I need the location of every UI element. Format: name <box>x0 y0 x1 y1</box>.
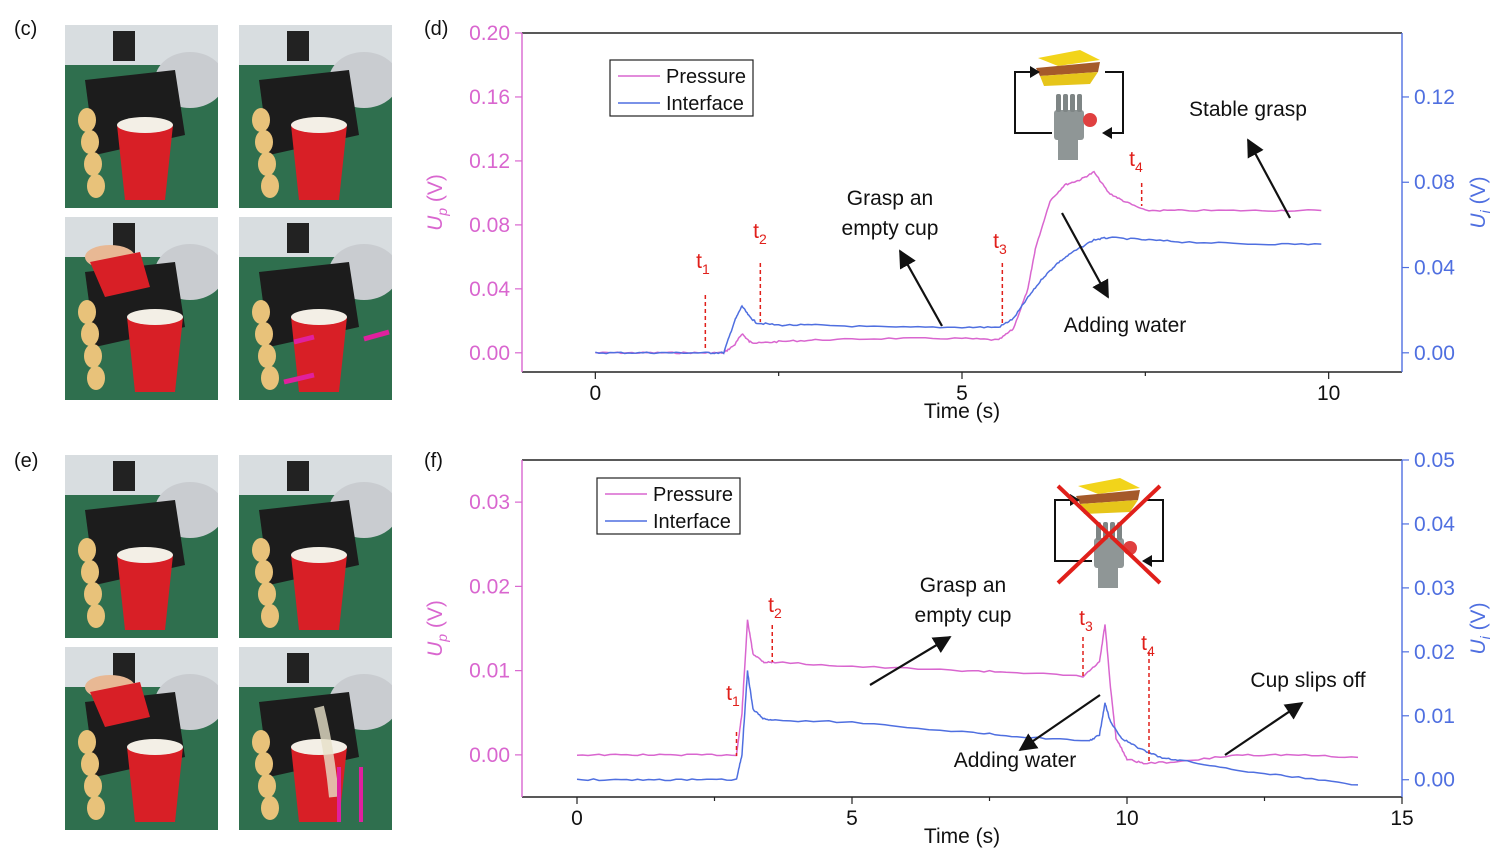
series-pressure-line <box>576 619 1359 765</box>
feedback-loop-icon <box>1014 50 1124 160</box>
y-right-tick-label: 0.03 <box>1414 577 1455 600</box>
y-left-tick-label: 0.03 <box>469 491 510 514</box>
broken-feedback-loop-icon <box>1054 478 1164 588</box>
annotation-arrow <box>869 636 952 686</box>
annotation-text: Adding water <box>954 749 1077 772</box>
photo-e-robot-hand-slip-photo <box>239 647 392 830</box>
y-left-tick-label: 0.04 <box>469 278 510 301</box>
y-right-tick-label: 0.01 <box>1414 705 1455 728</box>
legend-box <box>609 59 754 117</box>
x-tick-label: 15 <box>1390 807 1413 830</box>
series-pressure-line <box>595 170 1322 355</box>
photo-c-robot-hand-cup-photo <box>65 25 218 208</box>
legend-label-pressure: Pressure <box>666 66 746 88</box>
y-axis-right-label: Ui (V) <box>1467 176 1493 228</box>
annotation-arrow <box>1061 212 1109 299</box>
annotation-text: Adding water <box>1064 314 1187 337</box>
event-label-t2: t2 <box>753 220 767 247</box>
y-right-tick-label: 0.04 <box>1414 257 1455 280</box>
event-label-t4: t4 <box>1129 148 1143 175</box>
annotation-text: empty cup <box>915 604 1012 627</box>
panel-label-d: (d) <box>424 18 449 40</box>
x-axis-label: Time (s) <box>924 400 1000 423</box>
panel-label-f: (f) <box>424 450 443 472</box>
x-tick-label: 10 <box>1317 382 1340 405</box>
event-label-t1: t1 <box>726 682 740 709</box>
photo-c-robot-hand-grasp-photo <box>239 25 392 208</box>
y-right-tick-label: 0.05 <box>1414 449 1455 472</box>
panel-label-e: (e) <box>14 450 39 472</box>
legend-label-interface: Interface <box>653 511 731 533</box>
annotation-text: Cup slips off <box>1250 669 1365 692</box>
x-axis-label: Time (s) <box>924 825 1000 848</box>
y-left-tick-label: 0.16 <box>469 86 510 109</box>
event-label-t3: t3 <box>1079 607 1093 634</box>
annotation-arrow <box>1018 694 1101 752</box>
chart-f: 0 5 10 15 Time (s) 0.00 0.01 0.02 0.03 0.00 0.01 0.… <box>424 449 1493 848</box>
legend-label-interface: Interface <box>666 93 744 115</box>
annotation-text: empty cup <box>842 217 939 240</box>
annotation-text: Grasp an <box>847 187 933 210</box>
annotation-arrow <box>899 249 943 327</box>
x-tick-label: 0 <box>589 382 601 405</box>
x-tick-label: 5 <box>846 807 858 830</box>
series-interface-line <box>595 236 1322 355</box>
legend-box <box>596 477 741 535</box>
y-left-tick-label: 0.00 <box>469 342 510 365</box>
y-right-tick-label: 0.04 <box>1414 513 1455 536</box>
legend-label-pressure: Pressure <box>653 484 733 506</box>
y-axis-left-label: Up (V) <box>424 600 450 657</box>
photo-e-robot-hand-cup-photo <box>65 455 218 638</box>
y-left-tick-label: 0.12 <box>469 150 510 173</box>
annotation-text: Stable grasp <box>1189 98 1307 121</box>
photo-e-robot-hand-pour-photo <box>65 647 218 830</box>
event-label-t1: t1 <box>696 250 710 277</box>
y-right-tick-label: 0.12 <box>1414 86 1455 109</box>
y-right-tick-label: 0.02 <box>1414 641 1455 664</box>
y-left-tick-label: 0.01 <box>469 660 510 683</box>
event-label-t3: t3 <box>993 230 1007 257</box>
photo-e-robot-hand-grasp-photo <box>239 455 392 638</box>
y-left-tick-label: 0.02 <box>469 575 510 598</box>
y-axis-left-label: Up (V) <box>424 174 450 231</box>
series-interface-line <box>576 670 1359 786</box>
photo-c-robot-hand-force-arrows-photo <box>239 217 392 400</box>
event-label-t2: t2 <box>768 594 782 621</box>
y-left-tick-label: 0.08 <box>469 214 510 237</box>
x-tick-label: 0 <box>571 807 583 830</box>
y-right-tick-label: 0.00 <box>1414 769 1455 792</box>
photo-c-robot-hand-pour-photo <box>65 217 218 400</box>
y-left-tick-label: 0.00 <box>469 744 510 767</box>
x-tick-label: 10 <box>1115 807 1138 830</box>
annotation-text: Grasp an <box>920 574 1006 597</box>
annotation-arrow <box>1224 701 1304 756</box>
y-right-tick-label: 0.00 <box>1414 342 1455 365</box>
x-tick-label: 5 <box>956 382 968 405</box>
annotation-arrow <box>1247 138 1291 219</box>
y-left-tick-label: 0.20 <box>469 22 510 45</box>
y-right-tick-label: 0.08 <box>1414 171 1455 194</box>
chart-d: 0 5 10 Time (s) 0.00 0.04 0.08 0.12 0.16 0.20 0.00… <box>424 22 1493 423</box>
event-label-t4: t4 <box>1141 632 1155 659</box>
y-axis-right-label: Ui (V) <box>1467 602 1493 654</box>
panel-label-c: (c) <box>14 18 38 40</box>
